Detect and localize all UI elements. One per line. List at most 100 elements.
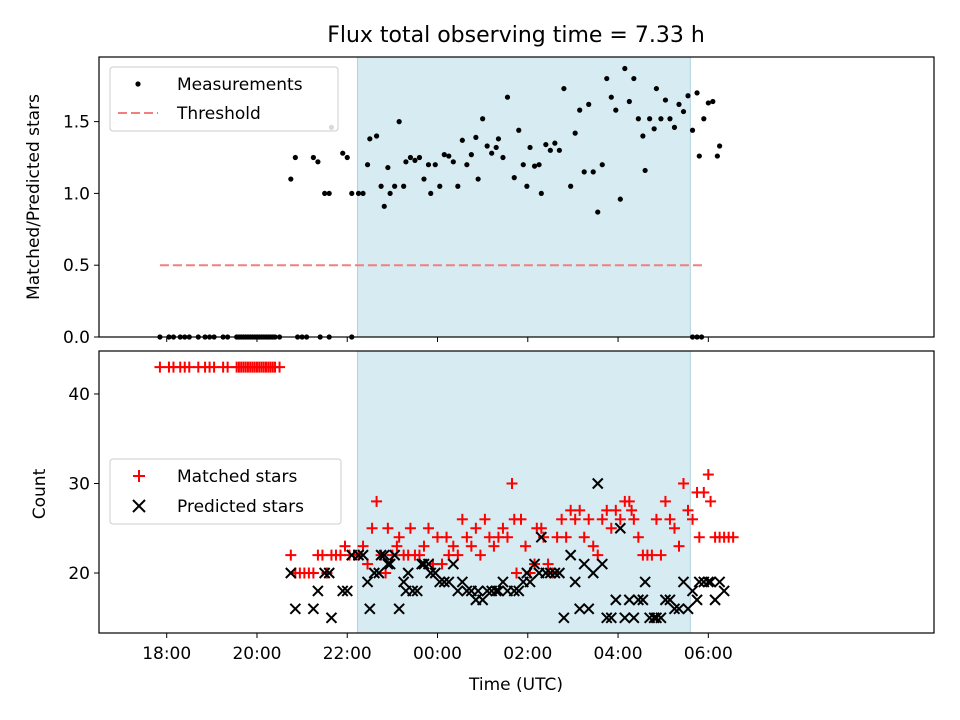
matched-star-point: [497, 522, 509, 534]
predicted-star-point: [361, 576, 374, 588]
measurement-point: [696, 153, 702, 159]
predicted-star-point: [312, 585, 324, 597]
bottom-y-axis-label: Count: [30, 468, 50, 519]
measurement-point: [355, 190, 362, 197]
predicted-star-point: [564, 549, 577, 561]
matched-star-point: [535, 522, 547, 534]
measurement-point: [680, 108, 687, 115]
matched-star-point: [470, 522, 482, 534]
predicted-star-point: [587, 567, 599, 579]
measurement-point: [667, 116, 673, 122]
matched-star-point: [687, 513, 699, 525]
bottom-legend: Matched stars Predicted stars: [109, 458, 342, 525]
measurement-point: [392, 183, 398, 189]
predicted-star-point: [513, 585, 525, 597]
x-tick-label: 02:00: [503, 644, 552, 664]
x-tick-label: 20:00: [232, 644, 281, 664]
measurement-point: [717, 143, 723, 149]
predicted-star-point: [664, 594, 676, 606]
measurement-point: [387, 190, 393, 197]
measurement-point: [412, 157, 418, 163]
matched-star-point: [436, 558, 448, 570]
matched-star-point: [393, 531, 405, 543]
predicted-star-point: [553, 567, 566, 579]
predicted-star-point: [307, 603, 320, 615]
measurement-point: [416, 154, 423, 161]
x-tick-label: 04:00: [594, 644, 643, 664]
chart-title: Flux total observing time = 7.33 h: [327, 23, 705, 48]
legend-threshold-label: Threshold: [176, 104, 261, 124]
measurement-point: [527, 144, 533, 151]
measurement-point: [651, 126, 657, 132]
top-y-tick-label: 0.5: [63, 256, 90, 276]
predicted-star-point: [677, 576, 690, 588]
measurement-point: [340, 150, 346, 156]
measurement-point: [401, 183, 407, 189]
predicted-star-point: [285, 567, 297, 579]
measurement-point: [473, 134, 479, 141]
bottom-legend-box: [109, 458, 342, 525]
measurement-point: [441, 152, 447, 158]
matched-star-point: [274, 361, 286, 373]
matched-star-point: [673, 540, 685, 552]
predicted-star-point: [592, 477, 604, 490]
matched-star-point: [542, 558, 554, 570]
measurement-point: [590, 169, 596, 175]
top-y-tick-label: 0.0: [63, 328, 90, 348]
measurement-point: [694, 90, 700, 96]
predicted-star-point: [659, 594, 672, 606]
measurement-point: [701, 116, 707, 122]
predicted-star-point: [702, 576, 715, 588]
legend-predicted-label: Predicted stars: [177, 497, 304, 517]
x-axis-label: Time (UTC): [468, 675, 563, 695]
predicted-star-point: [686, 585, 699, 597]
measurement-point: [538, 190, 544, 197]
measurement-point: [511, 175, 517, 181]
matched-star-point: [698, 486, 710, 498]
measurement-point: [500, 154, 506, 161]
predicted-star-point: [492, 585, 505, 597]
top-y-tick-label: 1.0: [63, 184, 90, 204]
measurement-point: [432, 162, 438, 168]
predicted-star-point: [341, 585, 353, 597]
predicted-star-point: [718, 585, 730, 597]
predicted-star-point: [461, 585, 473, 597]
predicted-star-point: [490, 585, 502, 597]
predicted-star-point: [623, 594, 636, 606]
measurement-point: [428, 190, 434, 197]
matched-star-point: [587, 540, 599, 552]
matched-star-point: [705, 495, 717, 507]
predicted-star-point: [535, 531, 548, 543]
measurement-point: [520, 162, 526, 168]
measurement-point: [437, 183, 443, 189]
matched-star-point: [391, 540, 403, 552]
predicted-star-point: [323, 567, 335, 579]
measurement-point: [495, 136, 502, 142]
predicted-star-point: [639, 576, 651, 588]
measurement-point: [631, 75, 637, 82]
predicted-star-point: [619, 612, 631, 624]
predicted-star-point: [425, 567, 437, 579]
matched-star-point: [366, 522, 378, 534]
matched-star-point: [560, 531, 572, 543]
predicted-stars-series: [285, 477, 730, 624]
matched-star-point: [511, 567, 522, 579]
predicted-star-point: [388, 549, 401, 561]
measurement-point: [604, 75, 610, 82]
predicted-star-point: [402, 567, 414, 579]
measurement-point: [552, 140, 558, 146]
legend-matched-marker: [133, 470, 145, 482]
measurement-point: [671, 124, 678, 130]
predicted-star-point: [655, 612, 667, 624]
matched-star-point: [623, 495, 635, 507]
matched-star-point: [596, 513, 608, 525]
measurement-point: [373, 133, 380, 139]
measurement-point: [640, 133, 646, 139]
matched-star-point: [456, 513, 468, 525]
measurement-point: [381, 203, 387, 209]
matched-star-point: [474, 549, 486, 561]
predicted-star-point: [596, 558, 608, 570]
matched-star-point: [682, 504, 694, 516]
predicted-star-point: [447, 558, 460, 570]
measurement-point: [364, 162, 371, 168]
